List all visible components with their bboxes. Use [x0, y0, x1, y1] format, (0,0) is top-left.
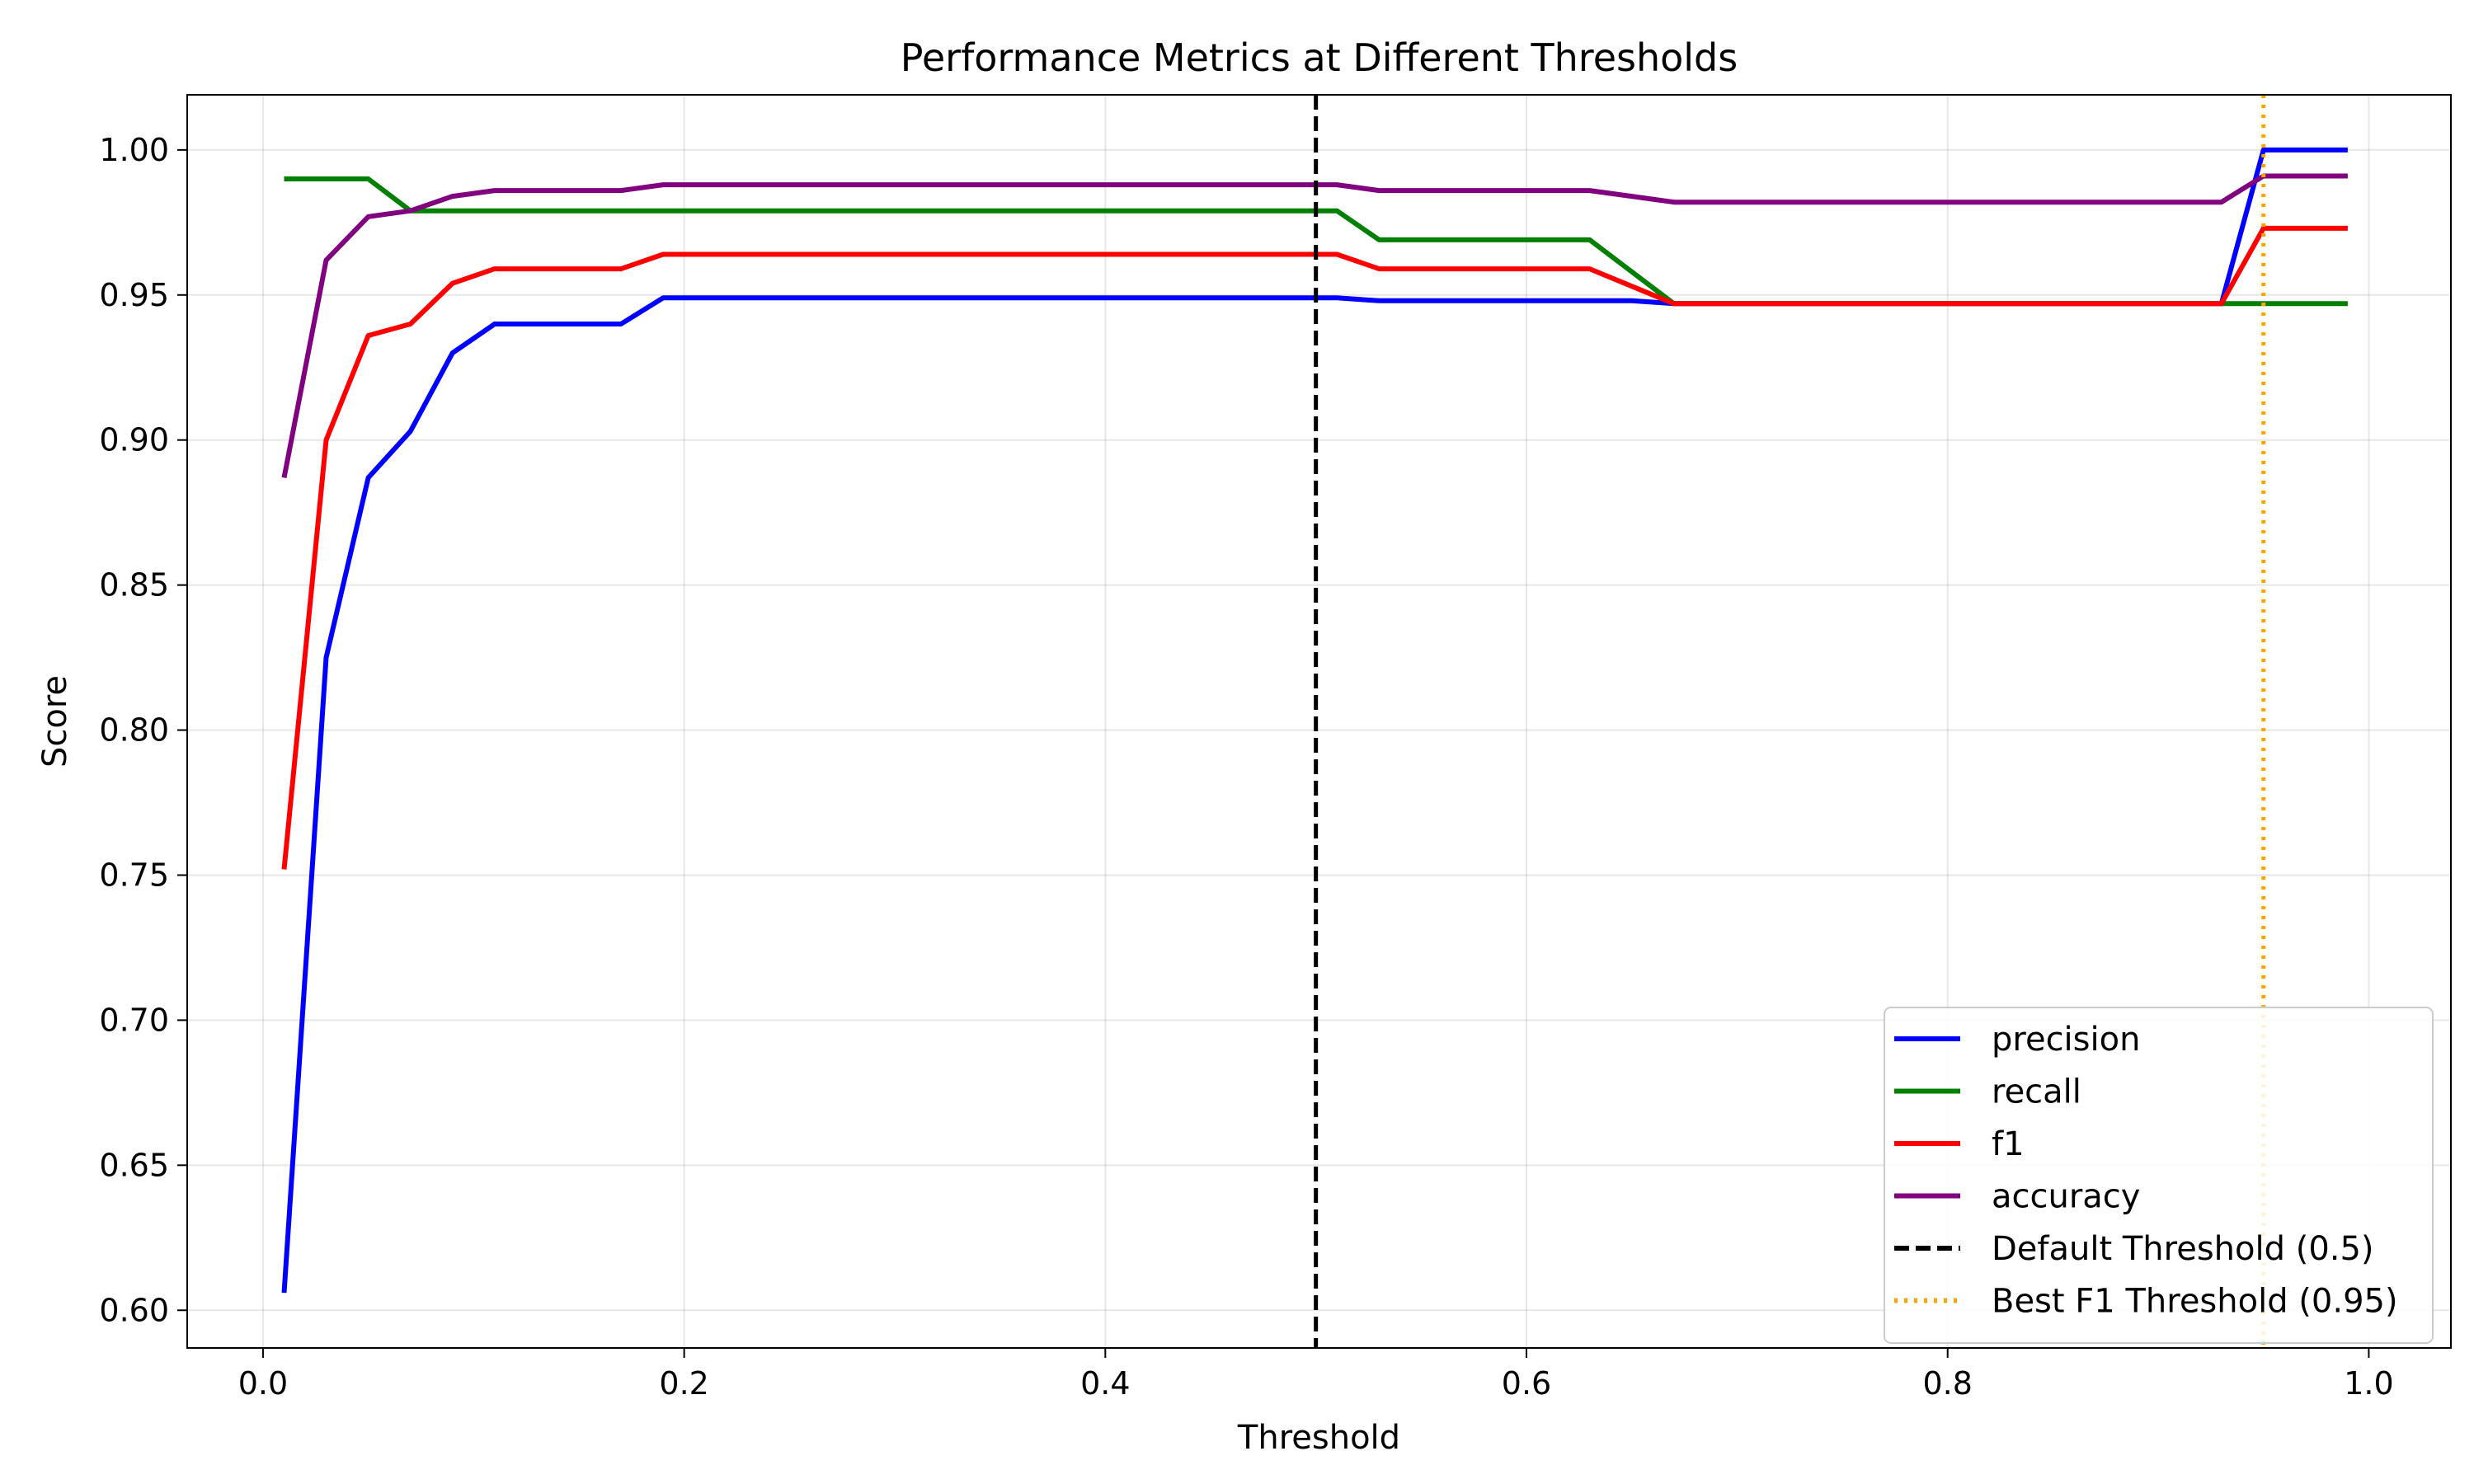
x-tick-label: 0.8 [1922, 1365, 1972, 1402]
legend: precision recall f1 accuracy Default Thresho… [1884, 1007, 2434, 1344]
legend-label: f1 [1992, 1125, 2025, 1163]
y-tick-label: 0.75 [99, 857, 169, 893]
legend-box [1884, 1007, 2434, 1344]
legend-label: precision [1992, 1021, 2140, 1059]
x-tick-label: 1.0 [2344, 1365, 2393, 1402]
legend-label: accuracy [1992, 1178, 2140, 1216]
x-axis-label: Threshold [1237, 1419, 1400, 1457]
x-tick-label: 0.6 [1502, 1365, 1551, 1402]
y-tick-label: 0.65 [99, 1147, 169, 1183]
reference-lines [1314, 95, 2266, 1348]
legend-label: Default Threshold (0.5) [1992, 1230, 2374, 1268]
y-axis-label: Score [36, 675, 74, 768]
chart-title: Performance Metrics at Different Thresho… [901, 35, 1738, 80]
y-tick-label: 0.85 [99, 567, 169, 603]
legend-label: recall [1992, 1073, 2081, 1111]
y-tick-label: 0.60 [99, 1292, 169, 1328]
y-tick-label: 1.00 [99, 132, 169, 168]
legend-label: Best F1 Threshold (0.95) [1992, 1283, 2398, 1321]
grid [187, 95, 2451, 1348]
y-tick-label: 0.70 [99, 1002, 169, 1038]
y-tick-label: 0.80 [99, 712, 169, 749]
x-tick-label: 0.2 [659, 1365, 708, 1402]
x-tick-label: 0.0 [238, 1365, 288, 1402]
ticks: 0.0 0.2 0.4 0.6 0.8 1.0 0.60 0.65 0.70 0.75 0.80 0.… [99, 132, 2393, 1402]
x-tick-label: 0.4 [1080, 1365, 1130, 1402]
y-tick-label: 0.95 [99, 277, 169, 313]
plot-frame [186, 94, 2452, 1349]
y-tick-label: 0.90 [99, 422, 169, 458]
